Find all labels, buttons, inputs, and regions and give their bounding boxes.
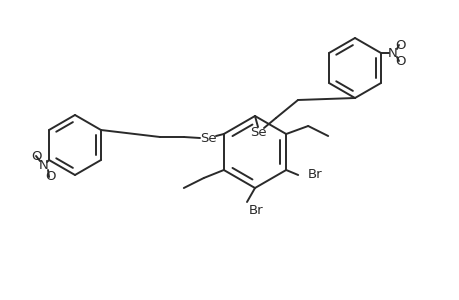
Text: Se: Se bbox=[249, 125, 266, 139]
Text: N: N bbox=[39, 158, 49, 172]
Text: Br: Br bbox=[248, 203, 263, 217]
Text: N: N bbox=[387, 46, 397, 59]
Text: Br: Br bbox=[308, 169, 322, 182]
Text: Se: Se bbox=[199, 131, 216, 145]
Text: O: O bbox=[45, 170, 55, 184]
Text: O: O bbox=[395, 55, 405, 68]
Text: O: O bbox=[395, 38, 405, 52]
Text: O: O bbox=[31, 149, 41, 163]
